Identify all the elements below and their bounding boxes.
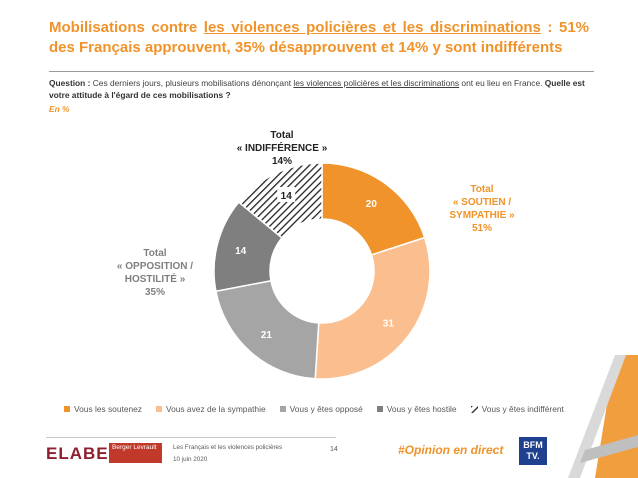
- decorative-a-shape: [568, 355, 638, 478]
- legend-swatch: [279, 406, 286, 412]
- donut-slice: [321, 162, 426, 256]
- unit-label: En %: [49, 104, 70, 114]
- slice-value-label: 14: [235, 246, 247, 257]
- chart-legend: Vous les soutenez Vous avez de la sympat…: [64, 404, 594, 414]
- title-divider: [49, 71, 594, 72]
- study-name: Les Français et les violences policières: [173, 444, 283, 451]
- berger-levrault-logo: Berger Levrault: [109, 443, 162, 463]
- callout-soutien: Total « SOUTIEN / SYMPATHIE » 51%: [449, 184, 515, 234]
- study-date: 10 juin 2020: [173, 456, 208, 463]
- legend-swatch: [155, 406, 162, 412]
- page-number: 14: [330, 446, 338, 453]
- elabe-logo: ELABE: [46, 444, 109, 463]
- legend-swatch: [376, 406, 383, 412]
- callout-opposition: Total « OPPOSITION / HOSTILITÉ » 35%: [116, 248, 194, 298]
- title-underlined: les violences policières et les discrimi…: [203, 19, 541, 36]
- legend-item: Vous y êtes opposé: [279, 404, 363, 414]
- legend-item: Vous y êtes hostile: [376, 404, 457, 414]
- footer-divider: [46, 437, 336, 438]
- slice-value-label: 21: [261, 330, 273, 341]
- legend-swatch-hatched: [470, 405, 478, 413]
- slice-value-label: 20: [366, 199, 378, 210]
- legend-item: Vous avez de la sympathie: [155, 404, 266, 414]
- legend-swatch: [64, 406, 70, 412]
- bfm-tv-logo: BFM TV.: [519, 437, 547, 465]
- slice-value-label: 31: [383, 318, 395, 329]
- donut-slice: [314, 236, 431, 380]
- donut-chart: 20 31 21 14 14: [213, 162, 431, 380]
- question-text: Question : Ces derniers jours, plusieurs…: [49, 78, 585, 100]
- legend-item: Vous y êtes indifférent: [470, 404, 564, 414]
- callout-indifference: Total « INDIFFÉRENCE » 14%: [236, 130, 328, 167]
- hashtag: #Opinion en direct: [398, 443, 504, 457]
- slice-value-label: 14: [281, 191, 293, 202]
- slice-label-bg: [277, 186, 296, 202]
- legend-item: Vous les soutenez: [64, 404, 142, 414]
- page-title: Mobilisations contre les violences polic…: [49, 19, 589, 56]
- donut-slice: [215, 279, 320, 380]
